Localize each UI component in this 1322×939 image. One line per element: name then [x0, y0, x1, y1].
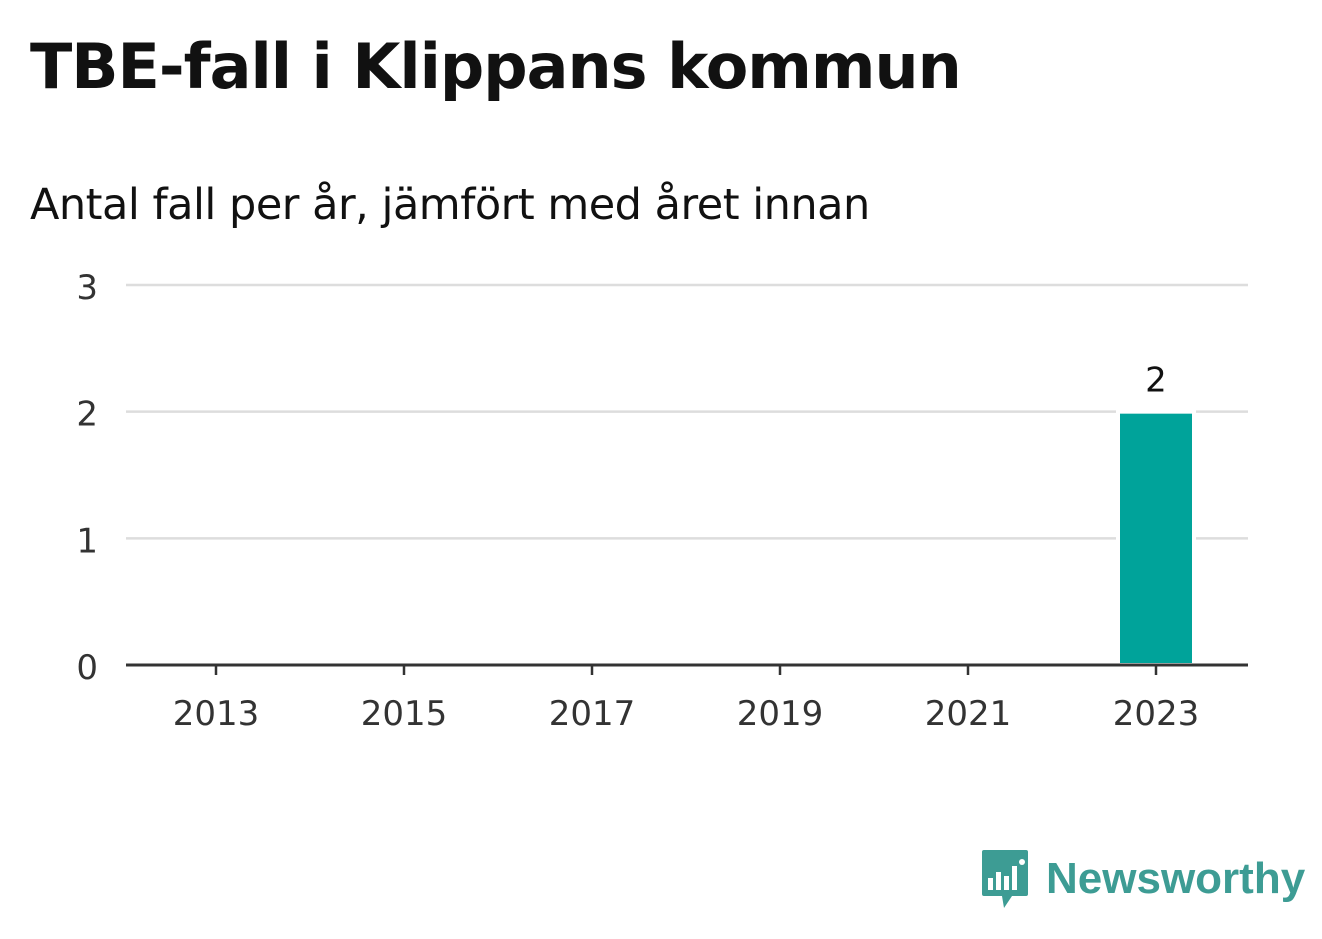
y-tick-label: 2: [76, 395, 98, 435]
bar-chart: 0 1 2 3 2 2013 2015 2017 2019 2021 2023: [76, 268, 1248, 734]
gridlines: [126, 283, 1248, 540]
data-label-2023: 2: [1145, 361, 1167, 401]
bar-2023: [1116, 409, 1196, 667]
bars: [1116, 409, 1196, 667]
chart-subtitle: Antal fall per år, jämfört med året inna…: [30, 180, 870, 230]
axes: [126, 663, 1248, 675]
labels: 0 1 2 3 2 2013 2015 2017 2019 2021 2023: [76, 268, 1199, 734]
x-tick-label: 2017: [549, 694, 636, 734]
chart-title: TBE-fall i Klippans kommun: [30, 30, 962, 103]
brand-name: Newsworthy: [1046, 854, 1306, 903]
y-tick-label: 1: [76, 521, 98, 561]
x-tick-label: 2021: [925, 694, 1012, 734]
y-tick-label: 3: [76, 268, 98, 308]
x-tick-label: 2013: [173, 694, 260, 734]
newsworthy-logo-icon: [982, 850, 1028, 908]
x-tick-label: 2023: [1113, 694, 1200, 734]
brand-logo: Newsworthy: [980, 848, 1305, 910]
y-tick-label: 0: [76, 648, 98, 688]
x-tick-label: 2015: [361, 694, 448, 734]
x-tick-label: 2019: [737, 694, 824, 734]
